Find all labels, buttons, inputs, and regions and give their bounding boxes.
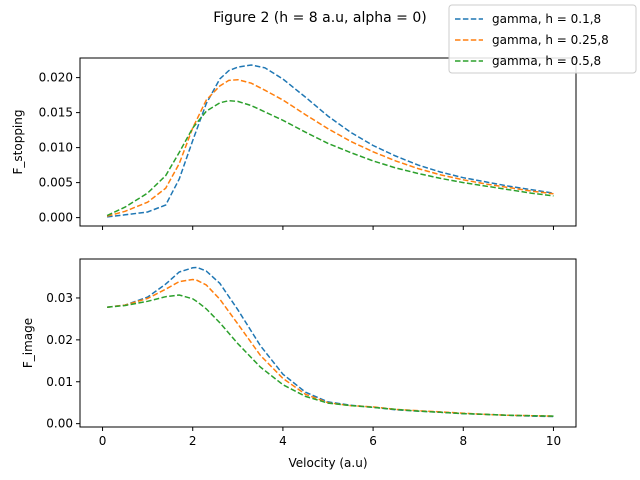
x-tick-label: 6 — [369, 434, 377, 448]
y-tick-label: 0.015 — [39, 106, 73, 120]
series-line-2 — [106, 78, 554, 217]
series-line-1 — [107, 64, 554, 218]
series-lines — [107, 266, 554, 418]
y-tick-label: 0.00 — [46, 417, 73, 431]
series-line-3 — [106, 99, 554, 217]
axes-frame — [79, 258, 577, 428]
series-line-2 — [107, 278, 554, 417]
series-line-1 — [107, 266, 554, 418]
x-axis-label: Velocity (a.u) — [288, 456, 367, 470]
x-tick-label: 2 — [189, 434, 197, 448]
legend-label: gamma, h = 0.5,8 — [492, 54, 601, 68]
y-tick-label: 0.005 — [39, 176, 73, 190]
y-ticks: 0.00 0.01 0.02 0.03 — [46, 291, 80, 431]
series-lines — [106, 64, 554, 218]
x-ticks — [102, 226, 554, 230]
figure-title: Figure 2 (h = 8 a.u, alpha = 0) — [213, 10, 427, 26]
legend-items: gamma, h = 0.1,8 gamma, h = 0.25,8 gamma, … — [455, 12, 609, 68]
legend-box — [448, 4, 637, 74]
y-axis-label: F_stopping — [11, 110, 25, 175]
y-tick-label: 0.03 — [46, 291, 73, 305]
x-ticks: 0 2 4 6 8 10 — [99, 427, 561, 448]
legend-label: gamma, h = 0.1,8 — [492, 12, 601, 26]
y-tick-label: 0.02 — [46, 333, 73, 347]
y-tick-label: 0.000 — [39, 211, 73, 225]
panel-image: 0 2 4 6 8 10 0.00 0.01 0.02 0.03 F_image Velocit… — [21, 258, 577, 470]
x-tick-label: 0 — [99, 434, 107, 448]
y-tick-label: 0.010 — [39, 141, 73, 155]
y-axis-label: F_image — [21, 318, 35, 368]
x-tick-label: 8 — [459, 434, 467, 448]
panel-stopping: 0.000 0.005 0.010 0.015 0.020 F_stopping — [11, 57, 577, 230]
legend: gamma, h = 0.1,8 gamma, h = 0.25,8 gamma, … — [448, 4, 637, 74]
legend-label: gamma, h = 0.25,8 — [492, 33, 609, 47]
y-ticks: 0.000 0.005 0.010 0.015 0.020 — [39, 71, 80, 225]
series-line-3 — [107, 294, 554, 417]
axes-frame — [79, 57, 577, 227]
x-tick-label: 4 — [279, 434, 287, 448]
y-tick-label: 0.01 — [46, 375, 73, 389]
x-tick-label: 10 — [546, 434, 561, 448]
y-tick-label: 0.020 — [39, 71, 73, 85]
